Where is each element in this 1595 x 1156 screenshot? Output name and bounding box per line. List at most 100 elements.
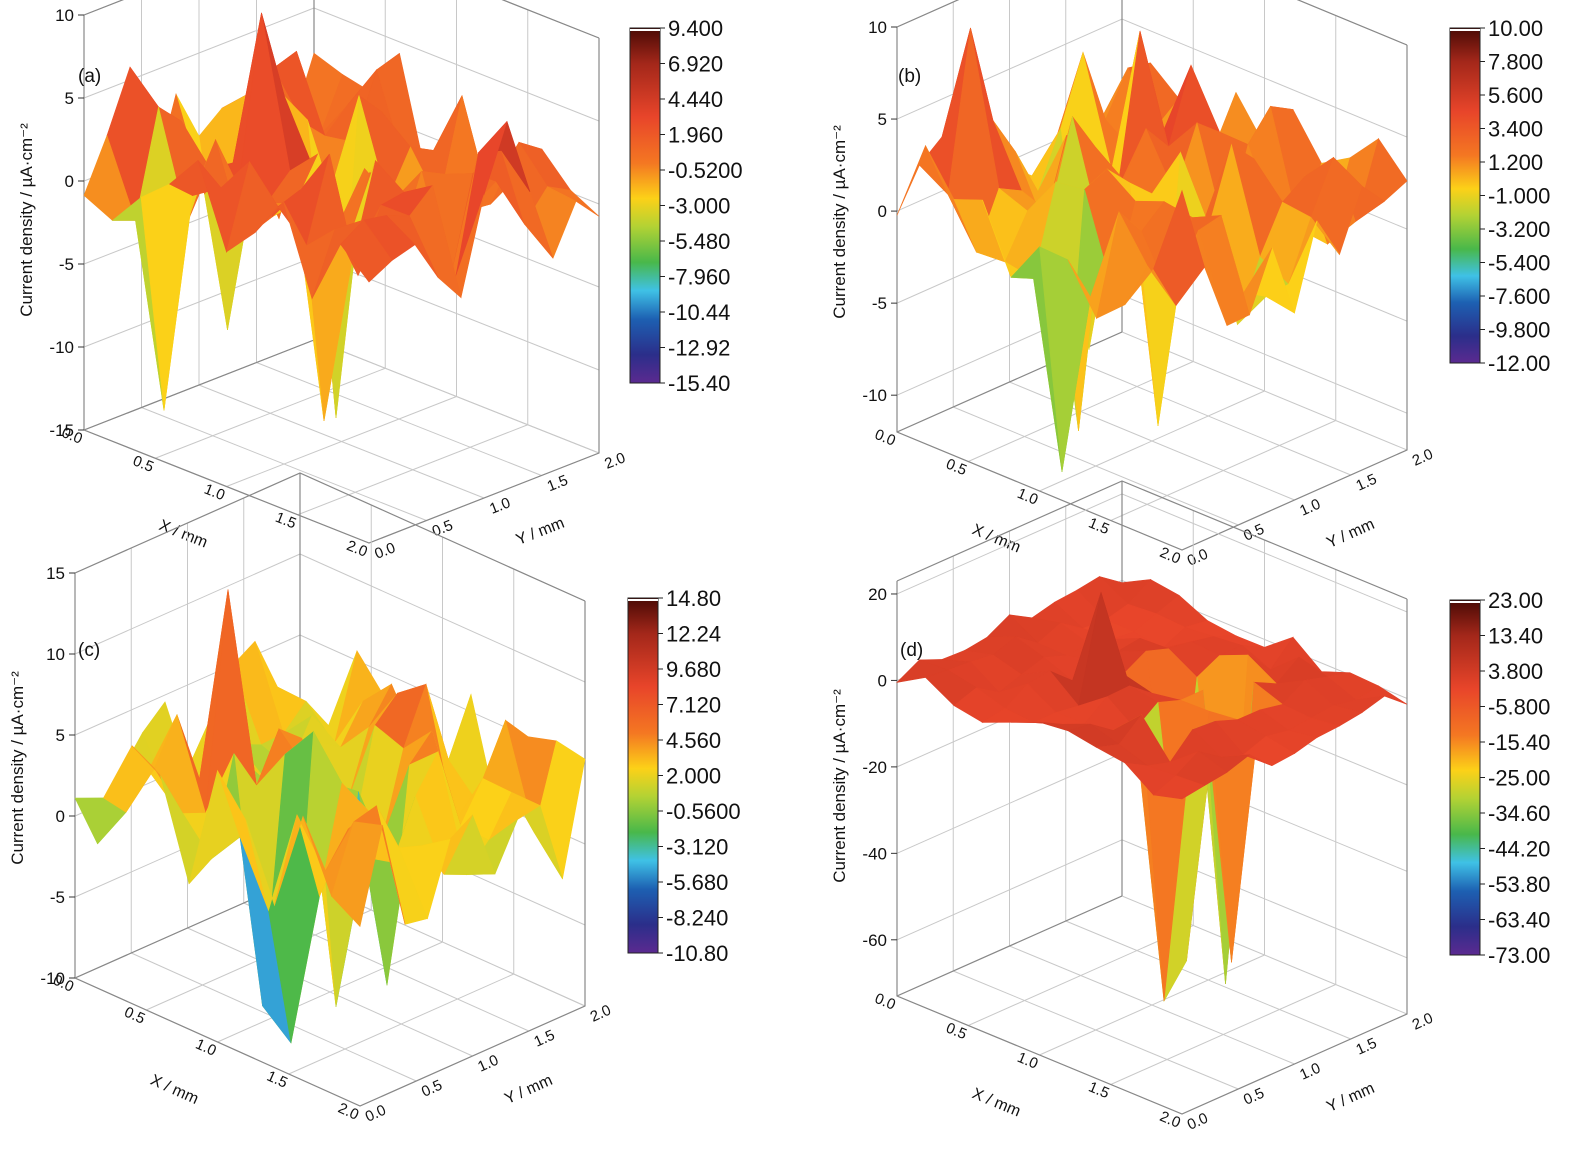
- colorbar: 9.400 6.920 4.440 1.960 -0.5200 -3.000 -5.480 -…: [629, 16, 743, 396]
- chart-panel-b: -10 -5 0 5 10 Current density / µA·cm⁻² 0.0 0.5…: [830, 0, 1550, 570]
- y-tick-label: 0.5: [419, 1077, 445, 1101]
- colorbar-tick-label: -8.240: [666, 906, 728, 931]
- colorbar-tick-label: -9.800: [1488, 318, 1550, 343]
- colorbar-tick-label: -12.92: [668, 336, 730, 361]
- colorbar: 10.00 7.800 5.600 3.400 1.200 -1.000 -3.200 -5.…: [1449, 16, 1550, 376]
- colorbar-tick-label: 7.800: [1488, 50, 1543, 75]
- x-axis-label: X / mm: [970, 1085, 1023, 1120]
- surface: [74, 589, 586, 1044]
- panel-label: (a): [78, 66, 101, 87]
- axis-frame: [74, 573, 586, 1107]
- surface: [896, 27, 1408, 472]
- y-axis: 0.00.51.01.52.0Y / mm: [1185, 446, 1436, 570]
- z-axis-label: Current density / µA·cm⁻²: [8, 671, 27, 865]
- x-axis: 0.00.51.01.52.0X / mm: [59, 424, 370, 560]
- panel-label: (c): [78, 640, 100, 661]
- colorbar-gradient: [1449, 599, 1481, 956]
- z-tick-label: 10: [55, 6, 74, 25]
- z-tick-label: -5: [872, 294, 887, 313]
- x-tick-label: 1.5: [264, 1068, 290, 1092]
- surface-patch: [1152, 775, 1206, 800]
- x-tick-label: 0.5: [130, 452, 156, 475]
- colorbar-tick-label: 9.400: [668, 16, 723, 41]
- z-tick-label: 10: [46, 645, 65, 664]
- y-axis-label: Y / mm: [514, 515, 567, 549]
- x-tick-label: 1.5: [273, 509, 299, 532]
- colorbar-tick-label: -53.80: [1488, 872, 1550, 897]
- colorbar-tick-label: -34.60: [1488, 801, 1550, 826]
- z-tick-label: 10: [868, 18, 887, 37]
- colorbar-tick-label: -3.120: [666, 835, 728, 860]
- surface-patch: [340, 219, 393, 283]
- x-tick-label: 2.0: [335, 1100, 361, 1124]
- z-axis: -60 -40 -20 0 20 Current density / µA·cm⁻²: [830, 585, 897, 950]
- x-axis: 0.00.51.01.52.0X / mm: [872, 426, 1183, 568]
- colorbar-tick-label: 12.24: [666, 622, 721, 647]
- chart-panel-d: -60 -40 -20 0 20 Current density / µA·cm⁻² 0.0…: [830, 480, 1550, 1134]
- y-axis: 0.00.51.01.52.0Y / mm: [1185, 1010, 1436, 1134]
- axis-frame: [83, 0, 600, 39]
- panel-label: (d): [900, 640, 923, 661]
- x-tick-label: 1.0: [202, 481, 228, 504]
- colorbar-gradient: [629, 27, 661, 384]
- colorbar-tick-label: -10.44: [668, 300, 730, 325]
- z-axis: -10 -5 0 5 10 15 Current density / µA·cm⁻²: [8, 564, 75, 988]
- z-axis-label: Current density / µA·cm⁻²: [830, 689, 849, 883]
- colorbar-gradient: [627, 597, 659, 954]
- floor-gridline: [297, 424, 528, 516]
- colorbar-tick-label: -1.000: [1488, 184, 1550, 209]
- axis-frame: [74, 472, 586, 602]
- y-tick-label: 0.0: [372, 539, 398, 562]
- z-tick-label: 5: [65, 89, 74, 108]
- x-tick-label: 0.5: [122, 1004, 148, 1028]
- colorbar-tick-label: -73.00: [1488, 943, 1550, 968]
- y-tick-label: 2.0: [602, 449, 628, 472]
- z-tick-label: 20: [868, 585, 887, 604]
- y-tick-label: 0.0: [363, 1102, 389, 1126]
- colorbar-tick-label: -12.00: [1488, 351, 1550, 376]
- floor-gridline: [1065, 920, 1351, 1040]
- y-tick-label: 1.5: [1353, 1035, 1379, 1059]
- x-tick-label: 1.0: [193, 1036, 219, 1060]
- colorbar-tick-label: 1.200: [1488, 150, 1543, 175]
- x-axis: 0.00.51.01.52.0X / mm: [50, 972, 361, 1124]
- y-tick-label: 1.0: [1297, 1060, 1323, 1084]
- colorbar-tick-label: 6.920: [668, 52, 723, 77]
- floor-gridline: [1110, 984, 1336, 1085]
- colorbar-tick-label: 4.560: [666, 728, 721, 753]
- x-tick-label: 0.0: [872, 990, 898, 1014]
- y-axis: 0.00.51.01.52.0Y / mm: [372, 449, 628, 562]
- x-tick-label: 0.0: [59, 424, 85, 447]
- y-tick-label: 2.0: [588, 1002, 614, 1026]
- colorbar-tick-label: -15.40: [1488, 730, 1550, 755]
- z-axis: -15 -10 -5 0 5 10 Current density / µA·cm⁻²: [17, 6, 84, 440]
- panel-label: (b): [898, 66, 921, 87]
- colorbar-tick-label: -7.600: [1488, 284, 1550, 309]
- colorbar: 14.80 12.24 9.680 7.120 4.560 2.000 -0.5600 -3.…: [627, 586, 741, 966]
- colorbar-tick-label: -25.00: [1488, 766, 1550, 791]
- axis-frame: [896, 581, 1408, 1115]
- x-tick-label: 2.0: [1157, 1108, 1183, 1132]
- colorbar-tick-label: 10.00: [1488, 16, 1543, 41]
- y-axis-label: Y / mm: [1324, 1080, 1377, 1116]
- z-axis-label: Current density / µA·cm⁻²: [830, 125, 849, 319]
- axis-frame: [83, 339, 315, 431]
- x-tick-label: 0.0: [872, 426, 898, 450]
- colorbar-tick-label: 4.440: [668, 87, 723, 112]
- z-tick-label: -60: [862, 931, 887, 950]
- y-tick-label: 1.0: [487, 494, 513, 517]
- colorbar-tick-label: -3.200: [1488, 217, 1550, 242]
- floor-gridline: [1065, 356, 1351, 476]
- colorbar-tick-label: 1.960: [668, 123, 723, 148]
- z-tick-label: -15: [49, 421, 74, 440]
- floor-gridline: [256, 362, 542, 476]
- colorbar-tick-label: 13.40: [1488, 624, 1543, 649]
- z-tick-label: 15: [46, 564, 65, 583]
- x-axis: 0.00.51.01.52.0X / mm: [872, 990, 1183, 1132]
- z-axis: -10 -5 0 5 10 Current density / µA·cm⁻²: [830, 18, 897, 405]
- y-tick-label: 1.5: [545, 472, 571, 495]
- colorbar-tick-label: 14.80: [666, 586, 721, 611]
- colorbar: 23.00 13.40 3.800 -5.800 -15.40 -25.00 -34.60 -…: [1449, 588, 1550, 968]
- colorbar-tick-label: 5.600: [1488, 83, 1543, 108]
